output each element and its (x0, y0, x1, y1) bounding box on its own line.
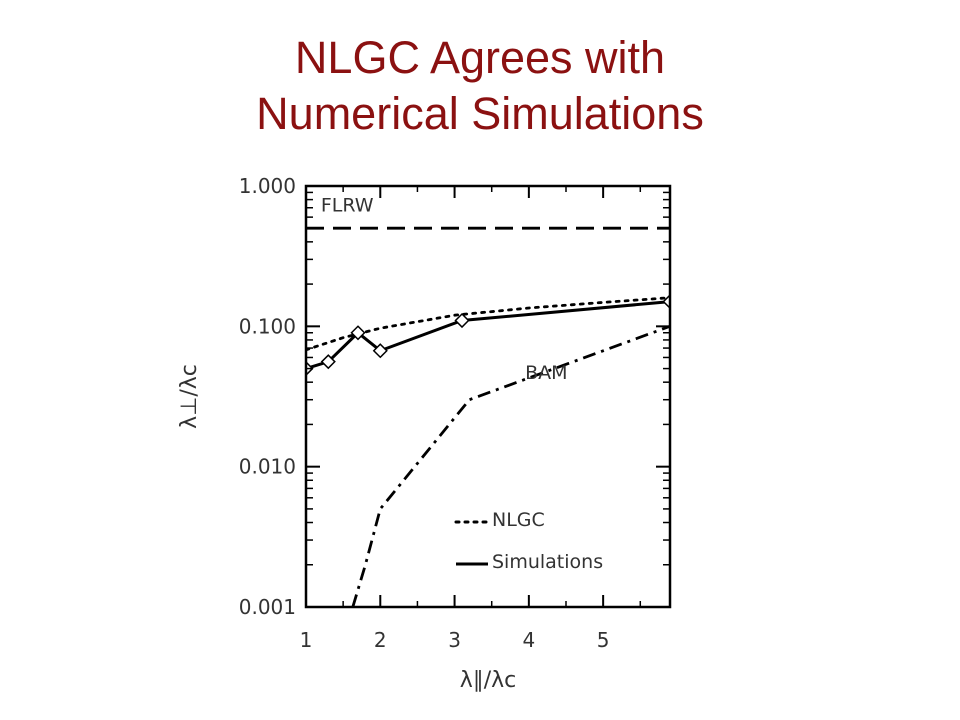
slide-title: NLGC Agrees with Numerical Simulations (0, 30, 960, 142)
data-point-simulations (662, 294, 670, 310)
x-axis-label: λ∥/λc (460, 668, 517, 693)
slide-title-line-1: NLGC Agrees with (294, 32, 666, 83)
y-tick-label: 1.000 (239, 174, 296, 198)
slide-title-line-2: Numerical Simulations (256, 88, 704, 139)
annotations-layer: FLRW BAM (321, 194, 568, 384)
annotation-flrw: FLRW (321, 194, 374, 216)
plot-frame (304, 184, 672, 609)
data-point-simulations (350, 325, 366, 341)
legend-label: NLGC (492, 509, 545, 531)
x-tick-label: 3 (448, 628, 461, 652)
legend-label: Simulations (492, 551, 603, 573)
y-tick-label: 0.001 (239, 595, 296, 619)
series-layer (306, 226, 670, 607)
annotation-bam: BAM (525, 362, 567, 384)
x-tick-label: 5 (597, 628, 610, 652)
legend: NLGC Simulations (454, 509, 603, 573)
data-point-simulations (372, 343, 388, 359)
y-tick-label: 0.010 (239, 455, 296, 479)
y-tick-label: 0.100 (239, 314, 296, 338)
series-line-nlgc (306, 296, 670, 352)
data-point-simulations (320, 354, 336, 370)
x-tick-label: 1 (300, 628, 313, 652)
x-tick-label: 2 (374, 628, 387, 652)
ticks-layer: 1 2 3 4 5 0.001 0.010 0.100 1.000 (239, 174, 670, 652)
series-line-bam (351, 324, 670, 607)
x-tick-label: 4 (522, 628, 535, 652)
data-point-simulations (454, 312, 470, 329)
y-axis-label: λ⊥/λc (177, 364, 202, 429)
